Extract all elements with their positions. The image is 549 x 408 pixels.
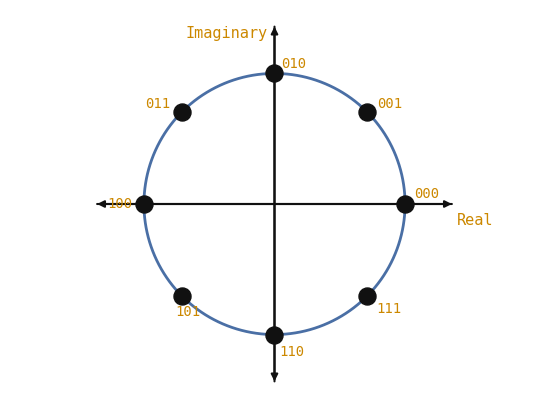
Point [178, 293, 187, 299]
Text: 010: 010 [281, 57, 306, 71]
Point [362, 109, 371, 115]
Point [139, 201, 148, 207]
Text: 111: 111 [376, 302, 401, 316]
Text: 110: 110 [280, 344, 305, 359]
Text: 101: 101 [176, 305, 201, 319]
Point [270, 70, 279, 77]
Text: 001: 001 [377, 97, 402, 111]
Point [178, 109, 187, 115]
Text: Imaginary: Imaginary [186, 27, 268, 42]
Point [401, 201, 410, 207]
Text: 011: 011 [145, 97, 171, 111]
Text: 100: 100 [108, 197, 132, 211]
Point [270, 331, 279, 338]
Text: Real: Real [457, 213, 494, 228]
Text: 000: 000 [414, 186, 439, 201]
Point [362, 293, 371, 299]
